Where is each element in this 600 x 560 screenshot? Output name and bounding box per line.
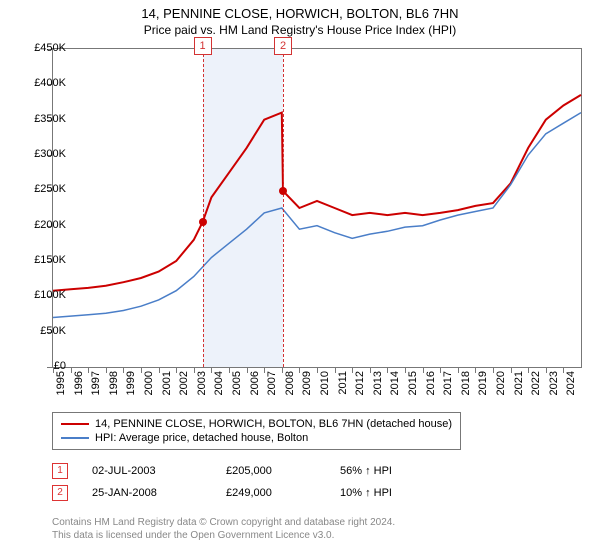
x-tick-label: 2000 (143, 371, 155, 411)
sale-flag-icon: 1 (52, 463, 68, 479)
y-tick-label: £50K (16, 325, 66, 337)
x-tick-label: 2020 (495, 371, 507, 411)
sale-flag-icon: 2 (52, 485, 68, 501)
x-tick-label: 1995 (55, 371, 67, 411)
x-tick-label: 2003 (196, 371, 208, 411)
x-tick-label: 2021 (513, 371, 525, 411)
sale-price: £205,000 (226, 465, 316, 477)
chart-subtitle: Price paid vs. HM Land Registry's House … (0, 21, 600, 41)
y-tick-label: £0 (16, 360, 66, 372)
sale-flag: 1 (194, 37, 212, 55)
legend-swatch (61, 437, 89, 439)
x-tick-label: 2010 (319, 371, 331, 411)
y-tick-label: £150K (16, 254, 66, 266)
x-tick-label: 1999 (125, 371, 137, 411)
sale-row: 1 02-JUL-2003 £205,000 56% ↑ HPI (52, 460, 440, 482)
y-tick-label: £400K (16, 77, 66, 89)
sale-price: £249,000 (226, 487, 316, 499)
legend-box: 14, PENNINE CLOSE, HORWICH, BOLTON, BL6 … (52, 412, 461, 450)
x-tick-label: 2012 (354, 371, 366, 411)
x-tick-label: 2019 (477, 371, 489, 411)
y-tick-label: £200K (16, 219, 66, 231)
sale-flag: 2 (274, 37, 292, 55)
legend-swatch (61, 423, 89, 425)
chart-title: 14, PENNINE CLOSE, HORWICH, BOLTON, BL6 … (0, 0, 600, 21)
y-tick-label: £350K (16, 113, 66, 125)
x-tick-label: 2011 (337, 371, 349, 411)
legend-label: 14, PENNINE CLOSE, HORWICH, BOLTON, BL6 … (95, 418, 452, 430)
series-line (53, 95, 581, 291)
sale-marker (199, 218, 207, 226)
sale-date: 25-JAN-2008 (92, 487, 202, 499)
footer-line: Contains HM Land Registry data © Crown c… (52, 516, 395, 529)
plot-area: 1995199619971998199920002001200220032004… (52, 48, 582, 368)
x-tick-label: 2023 (548, 371, 560, 411)
footer-attribution: Contains HM Land Registry data © Crown c… (52, 516, 395, 542)
x-tick-label: 2015 (407, 371, 419, 411)
x-tick-label: 2005 (231, 371, 243, 411)
legend-item: 14, PENNINE CLOSE, HORWICH, BOLTON, BL6 … (61, 417, 452, 431)
sale-vline (203, 49, 204, 367)
sale-delta: 56% ↑ HPI (340, 465, 440, 477)
x-tick-label: 2016 (425, 371, 437, 411)
x-tick-label: 2004 (213, 371, 225, 411)
y-tick-label: £300K (16, 148, 66, 160)
sale-vline (283, 49, 284, 367)
line-series-svg (53, 49, 581, 367)
x-tick-label: 2018 (460, 371, 472, 411)
legend-item: HPI: Average price, detached house, Bolt… (61, 431, 452, 445)
x-tick-label: 2022 (530, 371, 542, 411)
x-tick-label: 1996 (73, 371, 85, 411)
x-tick-label: 2001 (161, 371, 173, 411)
x-tick-label: 1997 (90, 371, 102, 411)
x-tick-label: 2017 (442, 371, 454, 411)
sale-row: 2 25-JAN-2008 £249,000 10% ↑ HPI (52, 482, 440, 504)
footer-line: This data is licensed under the Open Gov… (52, 529, 395, 542)
x-tick-label: 2006 (249, 371, 261, 411)
sale-marker (279, 187, 287, 195)
sale-date: 02-JUL-2003 (92, 465, 202, 477)
x-tick-label: 2024 (565, 371, 577, 411)
x-tick-label: 2007 (266, 371, 278, 411)
x-tick-label: 2002 (178, 371, 190, 411)
x-tick-label: 2013 (372, 371, 384, 411)
chart-container: 14, PENNINE CLOSE, HORWICH, BOLTON, BL6 … (0, 0, 600, 560)
series-line (53, 113, 581, 318)
legend-label: HPI: Average price, detached house, Bolt… (95, 432, 308, 444)
y-tick-label: £100K (16, 289, 66, 301)
x-tick-label: 2009 (301, 371, 313, 411)
y-tick-label: £250K (16, 183, 66, 195)
sale-delta: 10% ↑ HPI (340, 487, 440, 499)
sales-table: 1 02-JUL-2003 £205,000 56% ↑ HPI 2 25-JA… (52, 460, 440, 504)
x-tick-label: 2008 (284, 371, 296, 411)
y-tick-label: £450K (16, 42, 66, 54)
x-tick-label: 2014 (389, 371, 401, 411)
x-tick-label: 1998 (108, 371, 120, 411)
